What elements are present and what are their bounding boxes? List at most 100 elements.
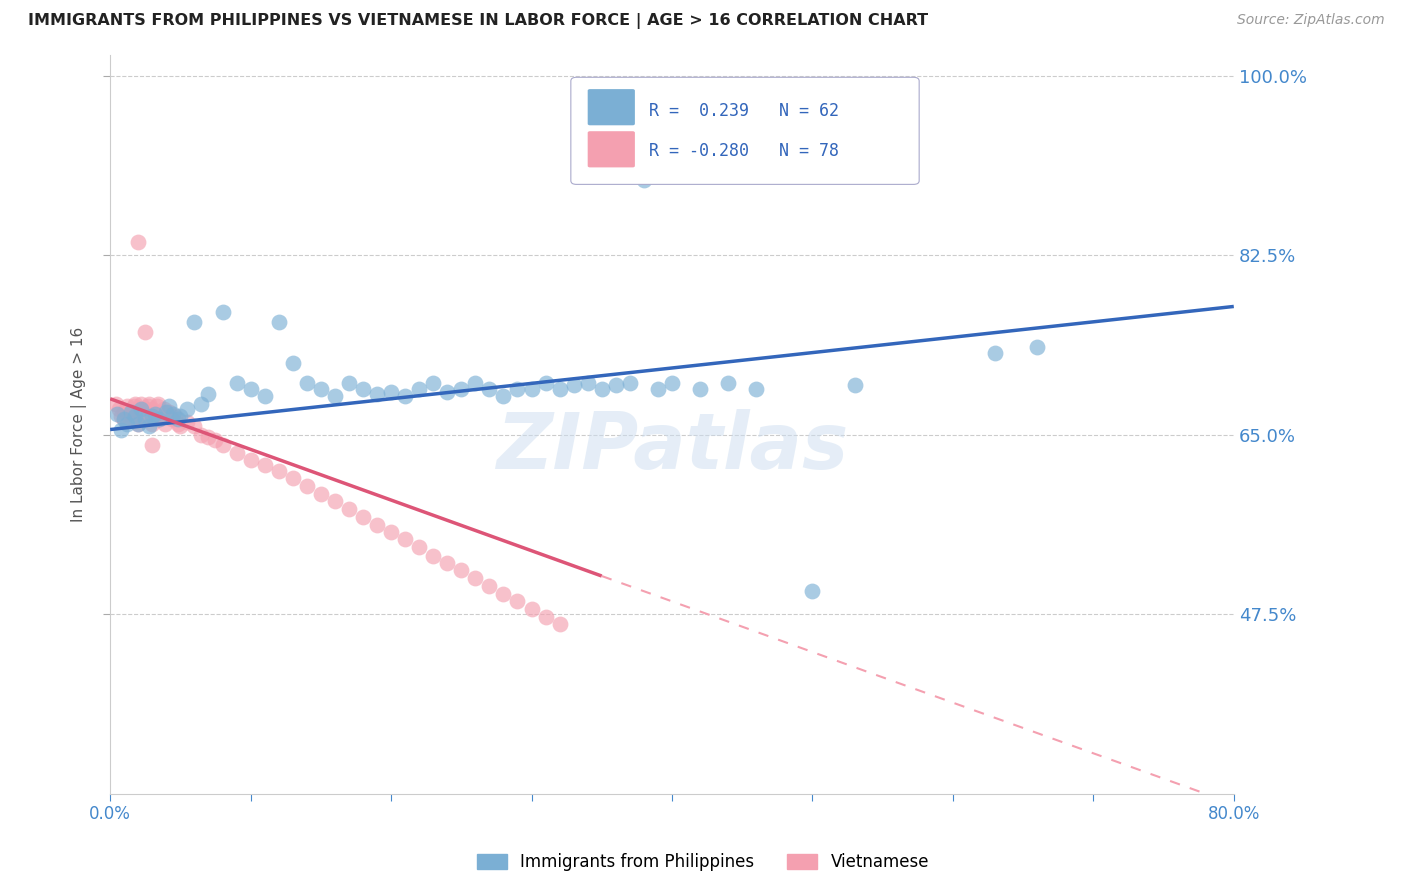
Point [197, 386, 219, 401]
Point [183, 315, 205, 329]
Point [281, 356, 304, 370]
Point [408, 541, 430, 555]
Point [107, 402, 129, 417]
Point [267, 315, 290, 329]
Y-axis label: In Labor Force | Age > 16: In Labor Force | Age > 16 [72, 326, 87, 522]
Point [239, 382, 262, 396]
Point [204, 433, 226, 447]
Point [605, 378, 627, 392]
Point [366, 386, 388, 401]
Point [105, 407, 128, 421]
Point [478, 579, 501, 593]
Point [366, 517, 388, 532]
Point [295, 479, 318, 493]
Point [141, 409, 163, 424]
Point [120, 405, 142, 419]
Point [844, 378, 866, 392]
Point [436, 384, 458, 399]
Point [169, 419, 191, 434]
FancyBboxPatch shape [571, 78, 920, 185]
Point [337, 501, 360, 516]
Point [122, 399, 145, 413]
Point [136, 399, 159, 413]
Point [464, 571, 486, 585]
Point [176, 402, 198, 417]
Point [225, 376, 247, 391]
Point [450, 563, 472, 577]
Point [176, 415, 198, 429]
Point [110, 423, 132, 437]
Point [534, 376, 557, 391]
Point [295, 376, 318, 391]
Point [492, 389, 515, 403]
Point [120, 409, 142, 424]
Point [352, 382, 374, 396]
Point [717, 376, 740, 391]
Point [436, 556, 458, 570]
Text: Source: ZipAtlas.com: Source: ZipAtlas.com [1237, 13, 1385, 28]
Point [211, 304, 233, 318]
Point [506, 382, 529, 396]
Point [125, 412, 148, 426]
Point [129, 397, 152, 411]
Point [689, 382, 711, 396]
Point [143, 405, 166, 419]
Point [157, 399, 180, 413]
Point [118, 412, 141, 426]
Point [141, 402, 163, 417]
Point [124, 409, 146, 424]
Point [143, 407, 166, 421]
Point [149, 409, 172, 424]
Point [115, 417, 138, 432]
Point [619, 376, 641, 391]
Point [152, 402, 174, 417]
Point [323, 389, 346, 403]
Point [129, 412, 152, 426]
Legend: Immigrants from Philippines, Vietnamese: Immigrants from Philippines, Vietnamese [468, 845, 938, 880]
Point [155, 405, 177, 419]
Point [145, 399, 167, 413]
Point [197, 430, 219, 444]
Point [155, 409, 177, 424]
Point [323, 494, 346, 508]
Point [142, 409, 165, 424]
Point [422, 549, 444, 563]
Point [112, 405, 135, 419]
Point [253, 389, 276, 403]
Text: IMMIGRANTS FROM PHILIPPINES VS VIETNAMESE IN LABOR FORCE | AGE > 16 CORRELATION : IMMIGRANTS FROM PHILIPPINES VS VIETNAMES… [28, 13, 928, 29]
Point [134, 325, 156, 339]
Point [380, 525, 402, 540]
Point [984, 345, 1007, 359]
Point [112, 412, 135, 426]
Point [138, 397, 160, 411]
Point [281, 471, 304, 485]
Point [520, 602, 543, 616]
Point [134, 409, 156, 424]
Point [141, 438, 163, 452]
Point [131, 409, 153, 424]
Text: R =  0.239   N = 62: R = 0.239 N = 62 [650, 102, 839, 120]
Point [380, 384, 402, 399]
Point [352, 509, 374, 524]
Point [112, 412, 135, 426]
Text: R = -0.280   N = 78: R = -0.280 N = 78 [650, 143, 839, 161]
Text: ZIPatlas: ZIPatlas [496, 409, 848, 484]
Point [132, 405, 155, 419]
Point [394, 533, 416, 547]
Point [121, 405, 143, 419]
Point [534, 610, 557, 624]
Point [169, 409, 191, 424]
Point [128, 402, 150, 417]
Point [745, 382, 768, 396]
Point [138, 419, 160, 434]
Point [506, 594, 529, 608]
Point [548, 617, 571, 632]
Point [478, 382, 501, 396]
Point [591, 382, 613, 396]
Point [124, 409, 146, 424]
Point [267, 464, 290, 478]
Point [162, 407, 184, 421]
Point [166, 412, 188, 426]
Point [520, 382, 543, 396]
Point [211, 438, 233, 452]
